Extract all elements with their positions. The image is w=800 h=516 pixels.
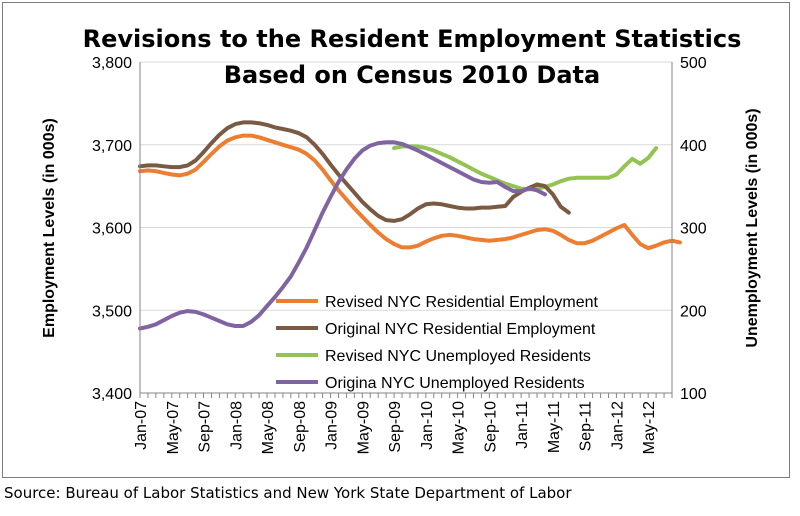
legend-item-revised-unemployed: Revised NYC Unemployed Residents	[276, 348, 591, 365]
tick-labels: 3,400 3,500 3,600 3,700 3,800 100 200 300 400 500…	[92, 55, 707, 454]
legend-label-original-unemployed: Origina NYC Unemployed Residents	[325, 375, 585, 392]
y-tick-label: 3,700	[92, 138, 132, 155]
gridlines	[140, 61, 672, 311]
chart-frame	[2, 2, 790, 478]
x-tick-label: Jan-09	[324, 401, 341, 450]
chart-subtitle: Based on Census 2010 Data	[224, 61, 600, 89]
y2-tick-label: 500	[680, 55, 707, 72]
chart: 3,400 3,500 3,600 3,700 3,800 100 200 300 400 500…	[41, 25, 761, 454]
y-tick-label: 3,400	[92, 386, 132, 403]
x-tick-label: Jan-10	[419, 401, 436, 450]
y2-axis-title: Unemployment Levels (in 000s)	[744, 108, 761, 347]
x-tick-label: Jan-07	[133, 401, 150, 450]
legend-item-revised-employment: Revised NYC Residential Employment	[276, 294, 599, 311]
y2-tick-label: 200	[680, 303, 707, 320]
axes	[139, 62, 673, 398]
legend: Revised NYC Residential Employment Origi…	[276, 294, 599, 392]
x-tick-label: May-09	[355, 401, 372, 454]
x-tick-label: May-10	[451, 401, 468, 454]
x-tick-label: Sep-08	[292, 401, 309, 453]
legend-label-original-employment: Original NYC Residential Employment	[325, 321, 596, 338]
source-note: Source: Bureau of Labor Statistics and N…	[4, 484, 572, 502]
legend-item-original-unemployed: Origina NYC Unemployed Residents	[276, 375, 585, 392]
y-tick-label: 3,500	[92, 303, 132, 320]
y-tick-label: 3,600	[92, 221, 132, 238]
x-tick-label: Jan-11	[514, 401, 531, 449]
legend-label-revised-unemployed: Revised NYC Unemployed Residents	[325, 348, 591, 365]
y2-tick-label: 300	[680, 221, 707, 238]
x-tick-label: May-11	[546, 401, 563, 453]
x-tick-label: Sep-09	[387, 401, 404, 453]
chart-title: Revisions to the Resident Employment Sta…	[83, 25, 742, 53]
y2-tick-label: 100	[680, 386, 707, 403]
legend-label-revised-employment: Revised NYC Residential Employment	[325, 294, 599, 311]
x-tick-label: Jan-08	[228, 401, 245, 450]
y-axis-title: Employment Levels (in 000s)	[41, 118, 58, 338]
series-line-3	[138, 140, 547, 331]
series-line-2	[392, 144, 659, 192]
x-tick-label: May-07	[165, 401, 182, 454]
x-tick-label: Sep-07	[197, 401, 214, 453]
x-tick-label: Jan-12	[609, 401, 626, 450]
series-line-1	[138, 120, 571, 223]
x-tick-label: Sep-10	[482, 401, 499, 453]
y2-tick-label: 400	[680, 138, 707, 155]
series-lines	[138, 120, 682, 331]
series-line-0	[138, 133, 682, 251]
legend-item-original-employment: Original NYC Residential Employment	[276, 321, 596, 338]
y-tick-label: 3,800	[92, 55, 132, 72]
x-tick-label: Sep-11	[578, 401, 595, 452]
x-tick-label: May-12	[641, 401, 658, 454]
x-tick-label: May-08	[260, 401, 277, 454]
